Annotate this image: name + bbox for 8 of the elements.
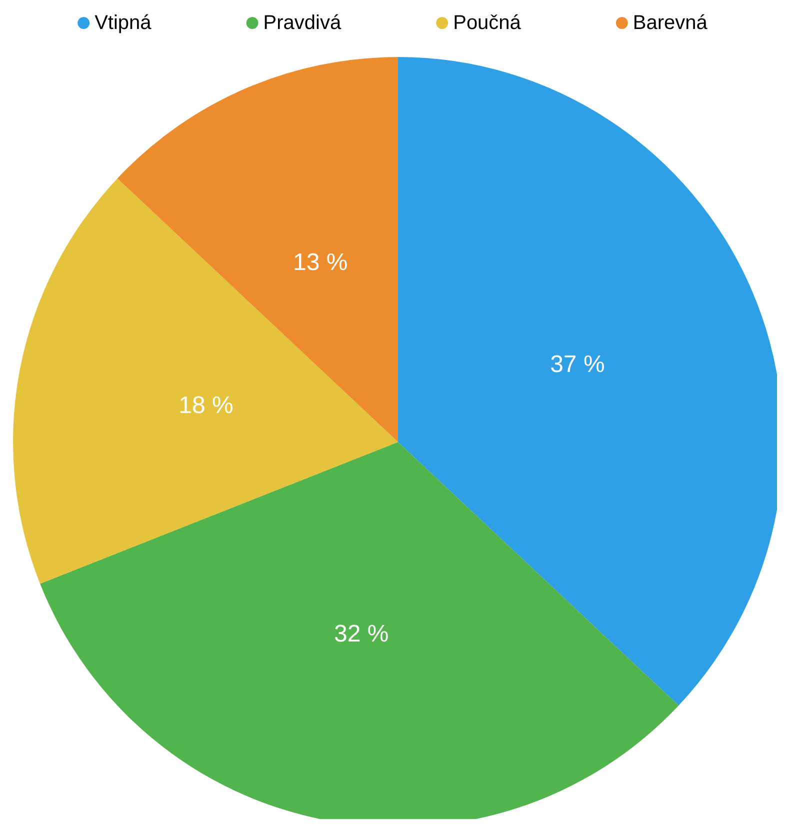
data-label: 13 %: [293, 249, 348, 276]
data-label: 18 %: [178, 392, 234, 419]
legend-label: Poučná: [453, 12, 522, 34]
legend-label: Barevná: [632, 12, 708, 34]
legend-label: Pravdivá: [263, 12, 342, 34]
data-label: 32 %: [334, 620, 389, 648]
legend-label: Vtipná: [94, 12, 152, 34]
data-label: 37 %: [550, 350, 605, 378]
